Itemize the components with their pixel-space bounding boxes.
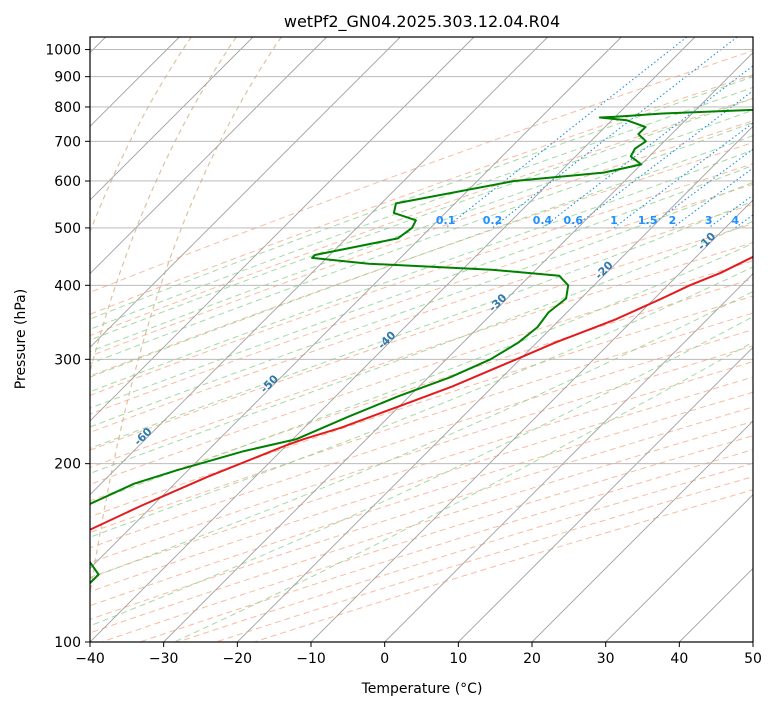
y-tick-label: 500: [54, 221, 81, 237]
mixing-ratio-label: 2: [669, 214, 677, 227]
mixing-ratio-label: 4: [731, 214, 739, 227]
x-tick-label: 30: [597, 651, 615, 667]
y-tick-label: 100: [54, 635, 81, 651]
mixing-ratio-label: 3: [705, 214, 713, 227]
mixing-ratio-label: 1.5: [638, 214, 658, 227]
y-axis-label: Pressure (hPa): [13, 289, 29, 389]
mixing-ratio-label: 0.4: [533, 214, 553, 227]
y-tick-label: 300: [54, 352, 81, 368]
x-tick-label: 0: [380, 651, 389, 667]
x-tick-label: −40: [75, 651, 105, 667]
x-axis-label: Temperature (°C): [361, 681, 483, 697]
x-tick-label: 10: [449, 651, 467, 667]
x-tick-label: 50: [744, 651, 762, 667]
mixing-ratio-label: 0.6: [564, 214, 584, 227]
x-tick-label: −30: [149, 651, 179, 667]
y-tick-label: 600: [54, 174, 81, 190]
y-tick-label: 200: [54, 457, 81, 473]
x-tick-label: 40: [670, 651, 688, 667]
y-tick-label: 800: [54, 100, 81, 116]
y-tick-label: 700: [54, 134, 81, 150]
y-tick-label: 400: [54, 278, 81, 294]
mixing-ratio-label: 0.1: [436, 214, 456, 227]
x-tick-label: −10: [296, 651, 326, 667]
x-tick-label: 20: [523, 651, 541, 667]
x-tick-label: −20: [223, 651, 253, 667]
y-tick-label: 1000: [45, 43, 81, 59]
mixing-ratio-label: 1: [610, 214, 618, 227]
y-tick-label: 900: [54, 70, 81, 86]
mixing-ratio-label: 0.2: [483, 214, 503, 227]
chart-title: wetPf2_GN04.2025.303.12.04.R04: [284, 12, 560, 32]
